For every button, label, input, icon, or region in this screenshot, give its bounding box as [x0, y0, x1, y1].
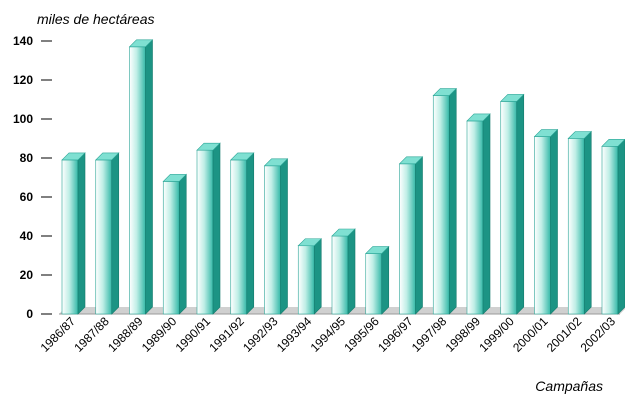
bar-top	[601, 139, 625, 147]
bar	[263, 158, 289, 315]
bar-front	[196, 149, 214, 315]
bar-front	[162, 181, 180, 315]
y-tick-label: 100	[13, 112, 33, 126]
bar-top	[398, 156, 424, 165]
bar-side	[246, 152, 255, 315]
bar-front	[365, 253, 383, 315]
bar-top	[331, 228, 356, 237]
bar	[61, 152, 86, 315]
x-tick-label: 1994/95	[308, 314, 349, 355]
bar-side	[111, 152, 120, 315]
bar-side	[212, 142, 221, 315]
bar	[466, 113, 491, 315]
y-tick-label: 60	[20, 190, 34, 204]
bar	[128, 39, 154, 315]
bar-front	[297, 245, 315, 315]
bar-side	[145, 39, 153, 315]
y-axis-label: miles de hectáreas	[37, 11, 155, 27]
bar-front	[95, 159, 113, 315]
bar	[331, 228, 356, 315]
bar-front	[230, 159, 248, 315]
x-tick-label: 1999/00	[476, 314, 517, 355]
bar	[398, 156, 424, 315]
x-tick-label: 1991/92	[206, 314, 247, 355]
y-tick-label: 0	[26, 307, 33, 321]
bar-side	[482, 113, 491, 315]
y-tick-label: 120	[13, 73, 33, 87]
x-tick-label: 2000/01	[510, 314, 551, 355]
bar-top	[500, 94, 525, 102]
bar-top	[466, 113, 491, 122]
bar-top	[162, 174, 187, 182]
bar-side	[381, 245, 390, 315]
y-tick-label: 140	[13, 34, 33, 48]
bar-front	[466, 120, 484, 315]
bar-front	[331, 235, 349, 315]
y-tick-label: 40	[20, 229, 34, 243]
y-tick-label: 80	[20, 151, 34, 165]
bar-side	[415, 156, 423, 315]
bar-side	[550, 128, 558, 315]
bar-side	[516, 93, 525, 315]
x-tick-label: 1995/96	[341, 314, 382, 355]
bar	[601, 138, 625, 315]
bar-front	[500, 101, 518, 315]
bar-side	[617, 138, 625, 315]
bar-top	[567, 131, 592, 139]
x-tick-label: 1987/88	[71, 314, 112, 355]
bar-side	[583, 130, 592, 315]
bar-front	[129, 46, 146, 315]
bar-top	[263, 158, 289, 167]
x-axis-label: Campañas	[535, 378, 603, 394]
bar-front	[399, 163, 416, 315]
bar-side	[77, 152, 86, 315]
bar-top	[128, 39, 154, 48]
bar-top	[61, 152, 86, 161]
bar-top	[95, 152, 120, 161]
x-tick-label: 1997/98	[409, 314, 450, 355]
bar-top	[365, 246, 390, 254]
bar-side	[347, 228, 356, 315]
bar	[533, 128, 559, 315]
bar	[297, 238, 322, 315]
bar-front	[264, 165, 281, 315]
bar-front	[61, 159, 79, 315]
bar-front	[601, 146, 619, 315]
bar-front	[534, 136, 551, 315]
x-tick-label: 1986/87	[38, 314, 79, 355]
bar-top	[533, 129, 559, 137]
x-tick-label: 1996/97	[375, 314, 416, 355]
bar	[365, 245, 390, 315]
x-tick-label: 1989/90	[139, 314, 180, 355]
bar	[567, 130, 592, 315]
x-tick-label: 1988/89	[105, 314, 146, 355]
y-tick-label: 20	[20, 268, 34, 282]
bar-top	[230, 152, 255, 161]
bar	[230, 152, 255, 315]
bar	[95, 152, 120, 315]
x-tick-label: 1990/91	[173, 314, 214, 355]
bar-side	[280, 158, 288, 315]
bar	[162, 173, 187, 315]
x-tick-label: 2001/02	[544, 314, 585, 355]
x-tick-label: 2002/03	[578, 314, 619, 355]
bar	[500, 93, 525, 315]
x-tick-label: 1998/99	[443, 314, 484, 355]
bar-side	[178, 173, 187, 315]
bar	[432, 87, 457, 315]
bar	[196, 142, 221, 315]
bar-top	[196, 142, 221, 151]
bar-top	[432, 88, 457, 96]
x-tick-label: 1992/93	[240, 314, 281, 355]
bar-front	[567, 138, 585, 315]
bar-top	[297, 238, 322, 247]
bar-front	[432, 95, 450, 315]
x-tick-label: 1993/94	[274, 314, 315, 355]
bar-side	[448, 87, 457, 315]
bar-side	[313, 238, 322, 315]
